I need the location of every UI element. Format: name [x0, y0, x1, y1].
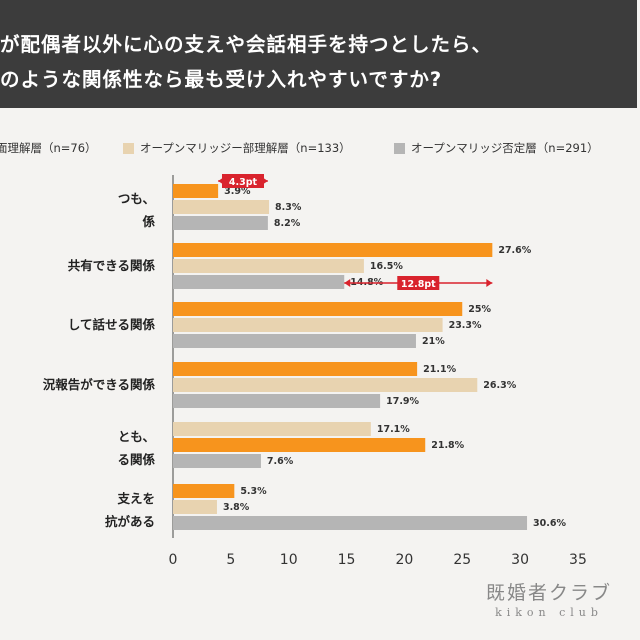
bar-value-label: 8.2% — [274, 218, 301, 229]
legend-item-full: 面理解層（n=76） — [0, 140, 97, 156]
bar-value-label: 26.3% — [483, 380, 516, 391]
bar-value-label: 3.8% — [223, 502, 250, 513]
logo-text: 既婚者クラブ — [485, 582, 612, 604]
bar-value-label: 7.6% — [267, 456, 294, 467]
bar — [173, 275, 345, 289]
category-label: る関係 — [117, 452, 155, 467]
category-label: 係 — [142, 214, 155, 229]
category-label: とも、 — [118, 429, 155, 444]
logo-subtext: kikon club — [495, 606, 603, 619]
annotation-label: 4.3pt — [229, 177, 258, 188]
chart-title-line-1: が配偶者以外に心の支えや会話相手を持つとしたら、 — [0, 33, 493, 56]
bar — [173, 243, 493, 257]
category-label: 支えを — [116, 491, 155, 506]
bar-value-label: 17.1% — [377, 424, 410, 435]
x-tick-label: 35 — [569, 552, 587, 568]
bar-value-label: 5.3% — [240, 486, 267, 497]
legend-label-partial: オープンマリッジー部理解層（n=133） — [140, 141, 351, 155]
bar — [173, 362, 418, 376]
annotation-badge — [221, 174, 264, 188]
x-tick-label: 5 — [226, 552, 235, 568]
bar — [173, 516, 528, 530]
bar — [173, 318, 443, 332]
legend-label-deny: オープンマリッジ否定層（n=291） — [411, 141, 599, 155]
bar-value-label: 3.9% — [224, 186, 251, 197]
legend-swatch-deny — [394, 142, 405, 154]
bar-value-label: 17.9% — [386, 396, 419, 407]
bar — [173, 438, 426, 452]
bar — [173, 378, 478, 392]
legend-item-partial: オープンマリッジー部理解層（n=133） — [123, 140, 351, 156]
category-label: つも、 — [118, 191, 155, 206]
annotation-arrowhead — [344, 279, 351, 287]
category-label: して話せる関係 — [68, 317, 156, 332]
x-tick-label: 20 — [395, 552, 413, 568]
bar-value-label: 21% — [422, 336, 445, 347]
x-tick-label: 15 — [338, 552, 356, 568]
category-label: 共有できる関係 — [68, 258, 156, 273]
legend-label-full: 面理解層（n=76） — [0, 141, 97, 155]
annotation-arrowhead — [486, 279, 493, 287]
bar-value-label: 23.3% — [449, 320, 482, 331]
x-tick-label: 0 — [169, 552, 178, 568]
bar-value-label: 25% — [468, 304, 491, 315]
annotation-badge — [397, 276, 440, 290]
bar — [173, 200, 270, 214]
bar — [173, 394, 381, 408]
bar — [173, 484, 235, 498]
x-tick-label: 10 — [280, 552, 298, 568]
bar-value-label: 21.8% — [431, 440, 464, 451]
bar-value-label: 27.6% — [498, 245, 531, 256]
title-banner: が配偶者以外に心の支えや会話相手を持つとしたら、 のような関係性なら最も受け入れ… — [0, 0, 637, 108]
bar-value-label: 16.5% — [370, 261, 403, 272]
bar-value-label: 30.6% — [533, 518, 566, 529]
bar — [173, 259, 364, 273]
x-tick-label: 25 — [453, 552, 471, 568]
brand-logo: 既婚者クラブ kikon club — [484, 578, 614, 619]
chart-title-line-2: のような関係性なら最も受け入れやすいですか? — [0, 68, 443, 91]
legend-item-deny: オープンマリッジ否定層（n=291） — [394, 140, 599, 156]
bar — [173, 422, 371, 436]
bar-value-label: 8.3% — [275, 202, 302, 213]
x-tick-label: 30 — [511, 552, 529, 568]
bar — [173, 500, 217, 514]
annotation-label: 12.8pt — [401, 279, 436, 290]
legend-swatch-partial — [123, 142, 134, 154]
category-label: 抗がある — [105, 514, 155, 529]
bar-value-label: 21.1% — [423, 364, 456, 375]
bar — [173, 454, 261, 468]
bar — [173, 334, 416, 348]
bar — [173, 302, 463, 316]
bar — [173, 216, 268, 230]
bar — [173, 184, 219, 198]
category-label: 況報告ができる関係 — [43, 377, 156, 392]
